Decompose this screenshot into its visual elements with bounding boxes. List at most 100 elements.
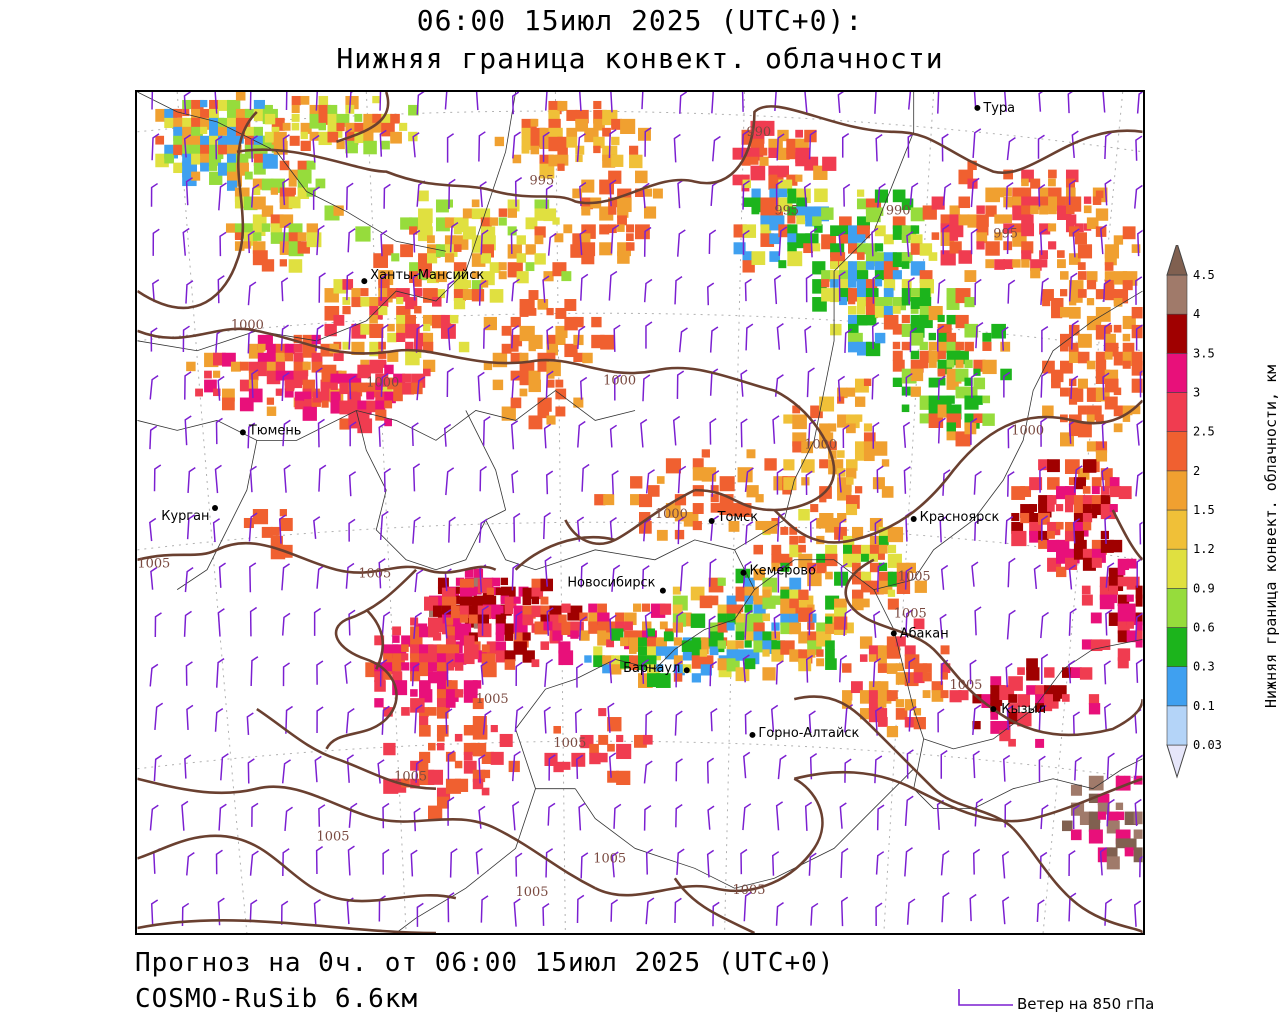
cloud-cell xyxy=(300,140,311,152)
cloud-cell xyxy=(1131,378,1143,393)
cloud-cell xyxy=(602,655,615,668)
grid-line xyxy=(137,312,1143,352)
cloud-cell xyxy=(289,135,300,146)
cloud-cell xyxy=(342,297,351,305)
cloud-cell xyxy=(598,734,609,745)
cloud-cell xyxy=(798,535,806,544)
wind-barb xyxy=(837,375,846,402)
cloud-cell xyxy=(850,681,863,694)
cloud-cell xyxy=(1082,495,1094,506)
cloud-cell xyxy=(901,314,910,324)
isobar xyxy=(137,834,457,903)
cloud-cell xyxy=(279,259,287,267)
cloud-cell xyxy=(512,154,522,164)
cloud-cell xyxy=(1070,667,1082,679)
cloud-cell xyxy=(846,387,856,397)
cloud-cell xyxy=(271,126,280,135)
cloud-cell xyxy=(928,252,938,261)
cloud-cell xyxy=(481,644,490,653)
cloud-cell xyxy=(982,395,991,404)
cloud-cell xyxy=(419,760,429,771)
cloud-cell xyxy=(606,639,615,648)
cloud-cell xyxy=(874,207,884,216)
cloud-cell xyxy=(226,162,238,174)
cloud-cell xyxy=(967,160,977,171)
cloud-cell xyxy=(878,544,888,554)
cloud-cell xyxy=(764,458,777,471)
cloud-cell xyxy=(946,332,957,343)
wind-barb xyxy=(444,609,452,639)
cloud-cell xyxy=(486,587,494,595)
wind-barb xyxy=(775,902,784,926)
wind-barb xyxy=(475,92,479,111)
cloud-cell xyxy=(589,743,599,754)
wind-barb xyxy=(214,707,224,732)
cloud-cell xyxy=(401,662,410,671)
cloud-cell xyxy=(423,314,434,326)
wind-barb xyxy=(937,708,945,733)
cloud-cell xyxy=(843,622,854,634)
cloud-cell xyxy=(807,571,822,587)
cloud-cell xyxy=(1068,477,1077,486)
wind-barb xyxy=(775,801,784,831)
cloud-cell xyxy=(428,805,443,820)
isobar xyxy=(1111,509,1143,561)
cloud-cell xyxy=(410,760,420,771)
cloud-cell xyxy=(616,734,624,743)
grid-line xyxy=(883,92,935,933)
region-border xyxy=(485,519,735,571)
cloud-cell xyxy=(1038,539,1048,549)
wind-barb xyxy=(1039,851,1048,879)
cloud-cell xyxy=(339,418,351,430)
cloud-cell xyxy=(919,288,931,299)
cloud-cell xyxy=(837,387,848,399)
cloud-cell xyxy=(1077,378,1088,389)
cloud-cell xyxy=(768,165,779,176)
wind-barb xyxy=(844,704,854,733)
cloud-cell xyxy=(607,743,615,752)
cloud-cell xyxy=(459,614,469,623)
cloud-cell xyxy=(692,520,702,531)
cloud-cell xyxy=(401,707,410,716)
cloud-cell xyxy=(1106,847,1118,859)
cloud-cell xyxy=(759,120,775,136)
cloud-cell xyxy=(253,99,265,112)
wind-barb xyxy=(382,802,390,829)
cloud-cell xyxy=(1077,262,1086,270)
cloud-cell xyxy=(501,343,512,354)
wind-barb xyxy=(611,851,619,878)
cloud-cell xyxy=(846,468,857,479)
cloud-cell xyxy=(288,196,301,209)
cloud-cell xyxy=(839,279,851,291)
cloud-cell xyxy=(393,391,403,402)
cloud-cell xyxy=(302,361,311,370)
cloud-cell xyxy=(218,126,227,136)
isobar-label: 1005 xyxy=(137,557,170,572)
cloud-cell xyxy=(402,373,411,383)
cloud-cell xyxy=(874,332,886,344)
cloud-cell xyxy=(471,289,485,302)
cloud-cell xyxy=(1088,703,1101,715)
cloud-cell xyxy=(566,109,578,121)
wind-barb xyxy=(740,418,748,448)
cloud-cell xyxy=(928,377,939,388)
wind-barb xyxy=(318,804,326,827)
wind-barb xyxy=(444,92,448,110)
wind-barb xyxy=(907,277,915,305)
wind-barb xyxy=(250,135,258,163)
wind-barb xyxy=(1038,92,1043,112)
cloud-cell xyxy=(275,388,283,396)
isobar-label: 1005 xyxy=(317,829,350,844)
cloud-cell xyxy=(1068,342,1079,353)
cloud-cell xyxy=(949,205,960,216)
cloud-cell xyxy=(673,655,683,665)
wind-barb xyxy=(285,705,293,734)
wind-barb xyxy=(644,611,652,638)
cloud-cell xyxy=(306,232,322,248)
cloud-cell xyxy=(419,716,429,726)
cloud-cell xyxy=(504,623,515,634)
cloud-cell xyxy=(796,206,808,218)
cloud-cell xyxy=(742,251,753,261)
cloud-cell xyxy=(244,126,255,137)
